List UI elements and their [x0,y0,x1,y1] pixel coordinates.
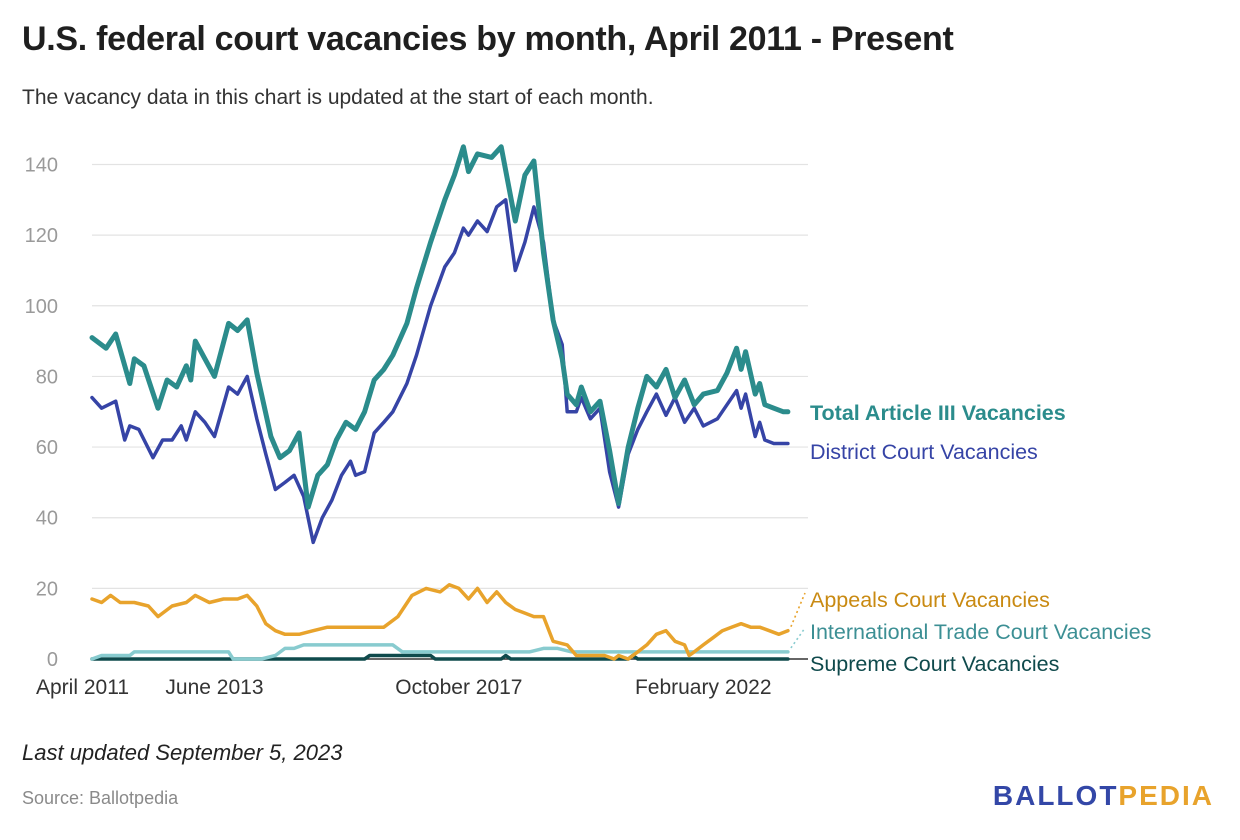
vacancy-line-chart: 0 20 40 60 80 100 120 140 April 2011 June 2013 Oct… [25,144,1151,699]
y-tick-label: 0 [47,649,58,671]
series-line-3 [90,643,790,661]
series-line-4 [90,653,790,661]
y-tick-label: 140 [25,155,58,177]
y-tick-label: 60 [36,437,58,459]
series-label-4: Supreme Court Vacancies [810,652,1059,676]
chart-title: U.S. federal court vacancies by month, A… [22,20,954,58]
series-label-0: Total Article III Vacancies [810,401,1066,425]
series-leader-3 [790,627,806,649]
series-line-2 [90,583,790,661]
y-tick-label: 100 [25,296,58,318]
series-label-2: Appeals Court Vacancies [810,588,1050,612]
series-label-3: International Trade Court Vacancies [810,620,1151,644]
ballotpedia-logo[interactable]: BALLOTPEDIA [993,780,1214,812]
series-line-1 [90,198,790,545]
x-tick-label: June 2013 [165,676,263,699]
y-tick-label: 20 [36,578,58,600]
source-note: Source: Ballotpedia [22,788,179,808]
series-line-0 [89,144,791,510]
x-tick-label: February 2022 [635,676,772,699]
last-updated-note: Last updated September 5, 2023 [22,740,343,765]
logo-pedia-text: PEDIA [1118,780,1214,811]
series-leader-2 [790,592,806,628]
x-tick-label: April 2011 [36,676,129,699]
chart-subtitle: The vacancy data in this chart is update… [22,86,654,109]
x-tick-label: October 2017 [395,676,522,699]
y-tick-label: 40 [36,508,58,530]
logo-ballot-text: BALLOT [992,780,1119,811]
y-tick-label: 80 [36,366,58,388]
series-label-1: District Court Vacancies [810,440,1038,464]
y-tick-label: 120 [25,225,58,247]
